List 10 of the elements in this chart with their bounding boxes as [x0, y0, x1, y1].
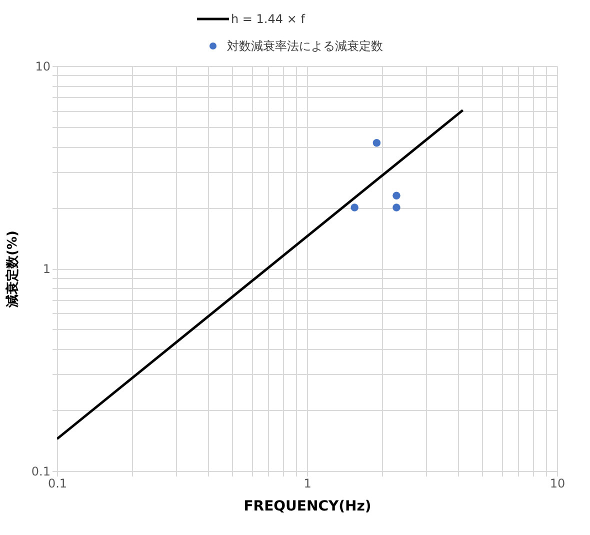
x-tick-label: 1 [304, 476, 312, 490]
legend-label: 対数減衰率法による減衰定数 [227, 39, 383, 53]
x-tick-label: 0.1 [48, 476, 68, 490]
x-tick-label: 10 [550, 476, 566, 490]
x-axis-title: FREQUENCY(Hz) [244, 498, 372, 514]
y-tick-label: 1 [42, 262, 50, 276]
y-tick-label: 10 [35, 60, 50, 74]
legend-label: h = 1.44 × f [231, 12, 306, 26]
y-axis-title: 減衰定数(%) [4, 230, 20, 308]
y-tick-label: 0.1 [31, 464, 50, 478]
